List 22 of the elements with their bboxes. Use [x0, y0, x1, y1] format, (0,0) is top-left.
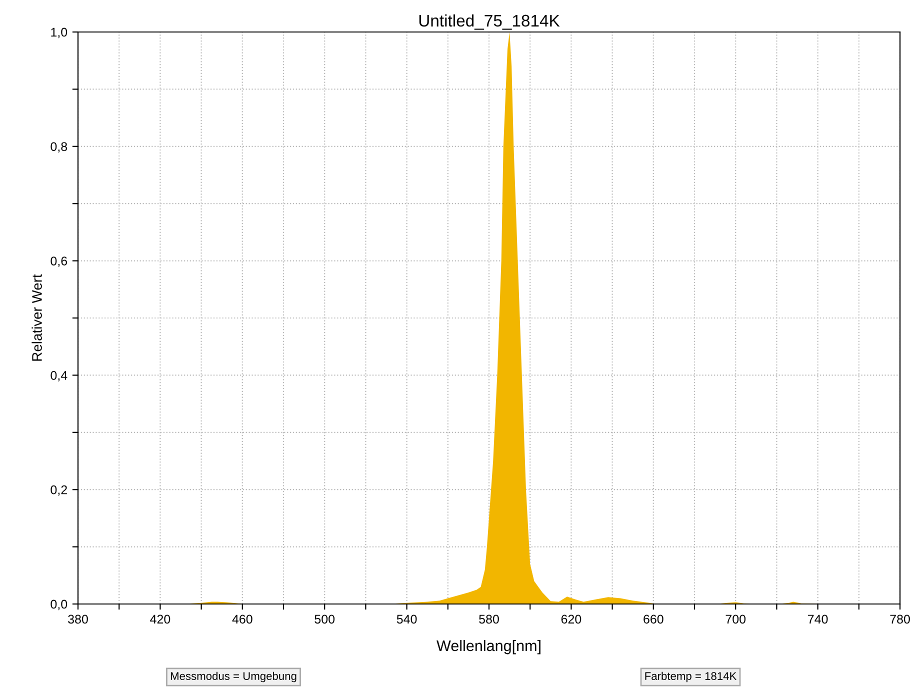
x-tick-label: 620 [561, 614, 582, 624]
text: Farbtemp = 1814K [645, 672, 737, 682]
y-tick-label: 0,0 [50, 600, 68, 610]
x-tick-label: 660 [644, 614, 664, 624]
x-tick-label: 500 [314, 614, 335, 624]
y-tick-label: 0,8 [50, 142, 68, 153]
y-tick-label: 0,4 [50, 371, 68, 382]
x-tick-label: 420 [150, 614, 170, 624]
y-tick-label: 0,6 [50, 256, 68, 267]
y-tick-label: 1,0 [51, 28, 68, 38]
x-tick-label: 700 [726, 614, 746, 624]
y-tick-label: 0,2 [50, 485, 67, 496]
x-tick-label: 540 [396, 614, 417, 624]
x-tick-label: 380 [68, 614, 88, 624]
x-tick-label: 580 [479, 614, 499, 624]
text: Messmodus = Umgebung [170, 672, 296, 682]
y-axis-title: Relativer Wert [32, 274, 42, 361]
x-axis-title: Wellenlang[nm] [436, 640, 540, 654]
x-tick-label: 460 [232, 614, 252, 624]
x-tick-label: 780 [890, 614, 910, 624]
chart-title: Untitled_75_1814K [419, 14, 560, 30]
x-tick-label: 740 [808, 614, 828, 624]
